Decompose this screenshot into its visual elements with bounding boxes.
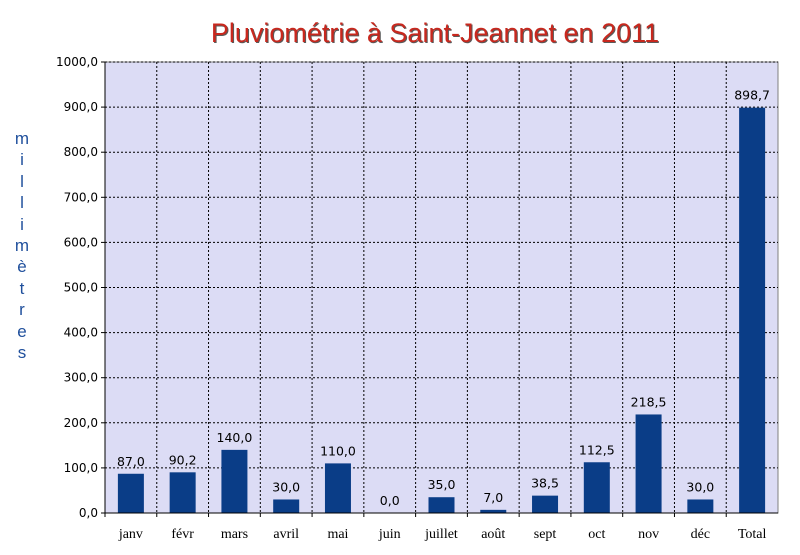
x-tick-label: sept: [534, 527, 557, 542]
y-tick-label: 300,0: [64, 371, 98, 385]
y-axis-label-letter: i: [20, 150, 24, 170]
x-tick-label: oct: [588, 527, 605, 542]
bar-2: [221, 449, 248, 513]
x-tick-label: mars: [221, 527, 248, 542]
data-label: 7,0: [483, 490, 503, 505]
bar-1: [169, 472, 196, 513]
bar-11: [687, 499, 714, 513]
y-tick-label: 900,0: [64, 100, 98, 114]
chart-title: Pluviométrie à Saint-Jeannet en 2011: [210, 18, 660, 48]
data-label: 218,5: [631, 394, 667, 409]
bar-3: [273, 499, 300, 513]
data-label: 30,0: [686, 479, 714, 494]
y-tick-label: 200,0: [64, 416, 98, 430]
bar-6: [428, 497, 455, 513]
data-label: 90,2: [169, 452, 197, 467]
x-tick-label: juillet: [424, 527, 458, 542]
data-label: 140,0: [217, 430, 253, 445]
y-axis-label-letter: m: [14, 129, 30, 148]
bar-9: [583, 462, 610, 513]
y-axis-label-letter: è: [17, 257, 27, 277]
y-tick-label: 600,0: [64, 235, 98, 249]
bar-8: [532, 495, 559, 513]
y-axis-label-letter: l: [20, 193, 24, 213]
y-axis-label-letter: l: [20, 171, 24, 191]
data-label: 30,0: [272, 479, 300, 494]
data-label: 110,0: [320, 443, 356, 458]
bar-4: [324, 463, 351, 513]
y-tick-label: 500,0: [64, 281, 98, 295]
x-tick-label: août: [481, 527, 505, 542]
y-tick-label: 1000,0: [56, 55, 98, 69]
y-axis-label-letter: i: [20, 214, 24, 234]
y-tick-label: 400,0: [64, 326, 98, 340]
bar-0: [117, 473, 144, 513]
x-tick-label: janv: [118, 527, 143, 542]
bar-7: [480, 509, 507, 513]
x-tick-label: déc: [691, 527, 710, 542]
y-tick-label: 100,0: [64, 461, 98, 475]
x-tick-label: nov: [638, 527, 659, 542]
data-label: 898,7: [734, 88, 770, 103]
bar-10: [635, 414, 662, 513]
x-tick-label: Total: [738, 527, 767, 542]
data-label: 87,0: [117, 454, 145, 469]
x-tick-label: juin: [378, 527, 401, 542]
x-tick-label: févr: [171, 527, 194, 542]
data-label: 0,0: [380, 493, 400, 508]
y-tick-label: 800,0: [64, 145, 98, 159]
x-tick-label: mai: [327, 527, 348, 542]
y-tick-label: 0,0: [79, 506, 98, 520]
y-axis-label-letter: e: [17, 321, 27, 341]
data-label: 35,0: [428, 477, 456, 492]
data-label: 38,5: [531, 476, 559, 491]
x-tick-label: avril: [273, 527, 299, 542]
data-label: 112,5: [579, 442, 615, 457]
y-axis-label-letter: r: [19, 300, 25, 320]
y-axis-label-letter: m: [14, 236, 30, 256]
bar-12: [739, 107, 766, 513]
y-axis-label-letter: s: [17, 343, 27, 363]
y-axis-label-letter: t: [19, 278, 25, 298]
y-tick-label: 700,0: [64, 190, 98, 204]
